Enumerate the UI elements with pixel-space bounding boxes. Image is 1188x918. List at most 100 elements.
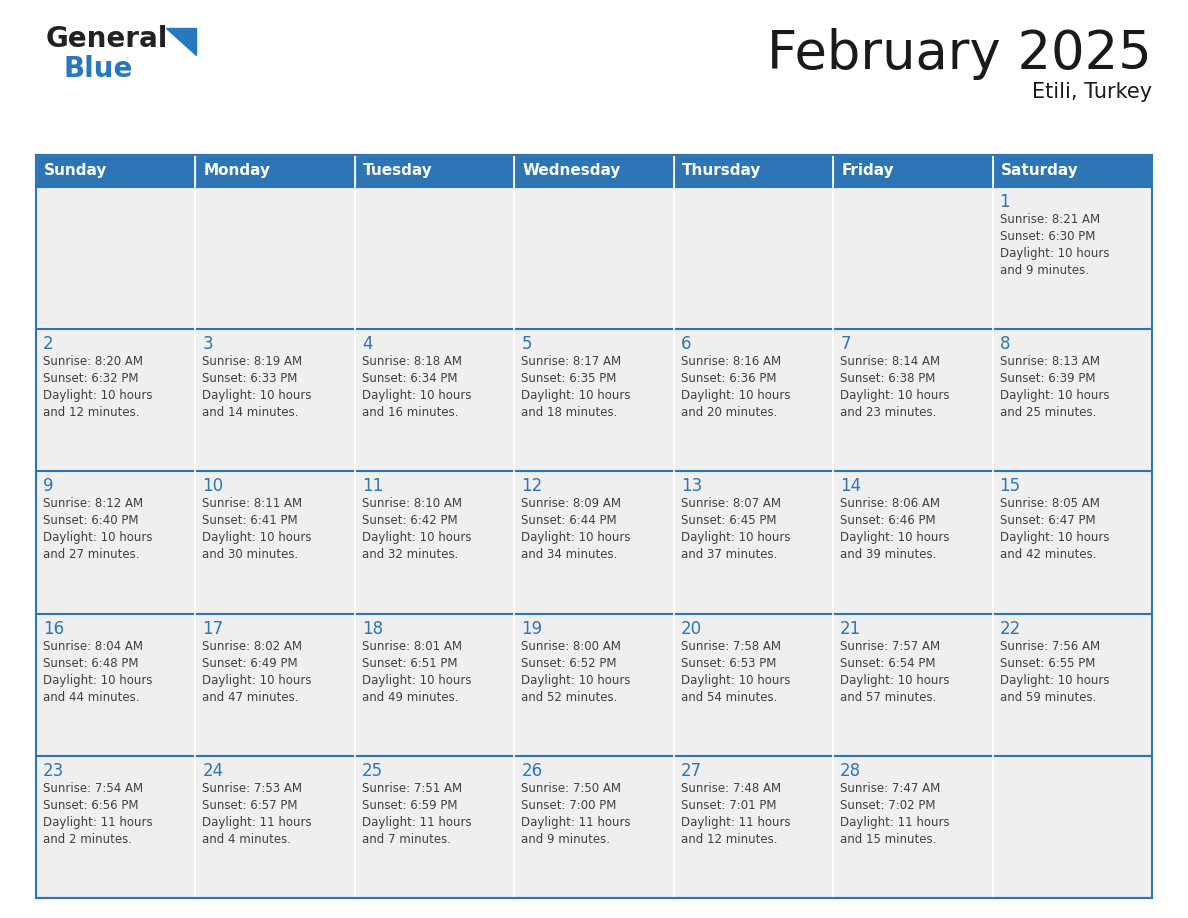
- Text: Sunset: 6:35 PM: Sunset: 6:35 PM: [522, 372, 617, 386]
- Text: Sunset: 6:56 PM: Sunset: 6:56 PM: [43, 799, 139, 812]
- Text: Daylight: 10 hours: Daylight: 10 hours: [840, 674, 949, 687]
- Text: Thursday: Thursday: [682, 163, 762, 178]
- Text: Daylight: 10 hours: Daylight: 10 hours: [43, 389, 152, 402]
- Text: Sunrise: 8:21 AM: Sunrise: 8:21 AM: [999, 213, 1100, 226]
- Text: Sunset: 7:02 PM: Sunset: 7:02 PM: [840, 799, 936, 812]
- Text: Daylight: 11 hours: Daylight: 11 hours: [681, 816, 790, 829]
- Text: Sunset: 6:48 PM: Sunset: 6:48 PM: [43, 656, 139, 669]
- Text: Sunrise: 8:12 AM: Sunrise: 8:12 AM: [43, 498, 143, 510]
- Text: and 47 minutes.: and 47 minutes.: [202, 690, 299, 703]
- Text: 10: 10: [202, 477, 223, 496]
- Text: Sunset: 6:54 PM: Sunset: 6:54 PM: [840, 656, 936, 669]
- Text: Daylight: 10 hours: Daylight: 10 hours: [202, 389, 312, 402]
- Text: Sunset: 6:39 PM: Sunset: 6:39 PM: [999, 372, 1095, 386]
- Text: 15: 15: [999, 477, 1020, 496]
- Bar: [674, 472, 833, 613]
- Text: Sunset: 6:49 PM: Sunset: 6:49 PM: [202, 656, 298, 669]
- Text: Daylight: 10 hours: Daylight: 10 hours: [840, 532, 949, 544]
- Text: 9: 9: [43, 477, 53, 496]
- Text: Daylight: 11 hours: Daylight: 11 hours: [840, 816, 949, 829]
- Text: and 37 minutes.: and 37 minutes.: [681, 548, 777, 562]
- Text: and 2 minutes.: and 2 minutes.: [43, 833, 132, 845]
- Text: Sunrise: 7:48 AM: Sunrise: 7:48 AM: [681, 782, 781, 795]
- Text: Sunset: 6:53 PM: Sunset: 6:53 PM: [681, 656, 776, 669]
- Text: 2: 2: [43, 335, 53, 353]
- Bar: [36, 155, 1152, 898]
- Text: Sunset: 6:36 PM: Sunset: 6:36 PM: [681, 372, 776, 386]
- Text: Sunset: 6:32 PM: Sunset: 6:32 PM: [43, 372, 139, 386]
- Text: Sunrise: 7:54 AM: Sunrise: 7:54 AM: [43, 782, 143, 795]
- Text: 12: 12: [522, 477, 543, 496]
- Text: and 30 minutes.: and 30 minutes.: [202, 548, 298, 562]
- Bar: [355, 472, 514, 613]
- Text: Sunrise: 7:53 AM: Sunrise: 7:53 AM: [202, 782, 303, 795]
- Text: and 15 minutes.: and 15 minutes.: [840, 833, 936, 845]
- Bar: [355, 756, 514, 898]
- Bar: [196, 155, 355, 187]
- Bar: [833, 756, 992, 898]
- Text: 7: 7: [840, 335, 851, 353]
- Text: Sunrise: 8:13 AM: Sunrise: 8:13 AM: [999, 355, 1100, 368]
- Text: and 25 minutes.: and 25 minutes.: [999, 406, 1097, 420]
- Text: 11: 11: [362, 477, 383, 496]
- Text: Sunrise: 8:14 AM: Sunrise: 8:14 AM: [840, 355, 940, 368]
- Text: Sunrise: 8:18 AM: Sunrise: 8:18 AM: [362, 355, 462, 368]
- Bar: [833, 187, 992, 330]
- Text: Sunset: 6:52 PM: Sunset: 6:52 PM: [522, 656, 617, 669]
- Text: Sunrise: 8:00 AM: Sunrise: 8:00 AM: [522, 640, 621, 653]
- Bar: [355, 330, 514, 472]
- Text: Blue: Blue: [64, 55, 133, 83]
- Text: and 42 minutes.: and 42 minutes.: [999, 548, 1097, 562]
- Text: Sunrise: 8:20 AM: Sunrise: 8:20 AM: [43, 355, 143, 368]
- Text: Daylight: 10 hours: Daylight: 10 hours: [522, 389, 631, 402]
- Text: Sunset: 6:40 PM: Sunset: 6:40 PM: [43, 514, 139, 528]
- Bar: [36, 756, 196, 898]
- Text: 6: 6: [681, 335, 691, 353]
- Bar: [833, 613, 992, 756]
- Text: and 18 minutes.: and 18 minutes.: [522, 406, 618, 420]
- Text: Daylight: 10 hours: Daylight: 10 hours: [362, 532, 472, 544]
- Text: and 12 minutes.: and 12 minutes.: [681, 833, 777, 845]
- Bar: [674, 330, 833, 472]
- Text: Sunrise: 8:06 AM: Sunrise: 8:06 AM: [840, 498, 940, 510]
- Bar: [355, 613, 514, 756]
- Text: Sunset: 6:41 PM: Sunset: 6:41 PM: [202, 514, 298, 528]
- Text: 14: 14: [840, 477, 861, 496]
- Bar: [36, 330, 196, 472]
- Text: Sunrise: 8:19 AM: Sunrise: 8:19 AM: [202, 355, 303, 368]
- Text: Sunrise: 8:16 AM: Sunrise: 8:16 AM: [681, 355, 781, 368]
- Text: and 39 minutes.: and 39 minutes.: [840, 548, 936, 562]
- Bar: [992, 472, 1152, 613]
- Text: 23: 23: [43, 762, 64, 779]
- Bar: [833, 472, 992, 613]
- Text: Friday: Friday: [841, 163, 893, 178]
- Text: Sunset: 6:51 PM: Sunset: 6:51 PM: [362, 656, 457, 669]
- Bar: [514, 472, 674, 613]
- Text: Daylight: 11 hours: Daylight: 11 hours: [362, 816, 472, 829]
- Text: 25: 25: [362, 762, 383, 779]
- Text: 13: 13: [681, 477, 702, 496]
- Bar: [36, 472, 196, 613]
- Text: Sunset: 6:38 PM: Sunset: 6:38 PM: [840, 372, 935, 386]
- Text: Daylight: 10 hours: Daylight: 10 hours: [681, 532, 790, 544]
- Text: Sunrise: 8:11 AM: Sunrise: 8:11 AM: [202, 498, 303, 510]
- Text: Daylight: 10 hours: Daylight: 10 hours: [681, 674, 790, 687]
- Text: 16: 16: [43, 620, 64, 638]
- Text: 28: 28: [840, 762, 861, 779]
- Text: and 9 minutes.: and 9 minutes.: [999, 264, 1088, 277]
- Bar: [196, 330, 355, 472]
- Bar: [514, 330, 674, 472]
- Text: Monday: Monday: [203, 163, 271, 178]
- Text: 4: 4: [362, 335, 372, 353]
- Text: and 14 minutes.: and 14 minutes.: [202, 406, 299, 420]
- Text: Sunset: 6:44 PM: Sunset: 6:44 PM: [522, 514, 617, 528]
- Bar: [196, 472, 355, 613]
- Bar: [355, 187, 514, 330]
- Text: 21: 21: [840, 620, 861, 638]
- Bar: [992, 756, 1152, 898]
- Text: Sunset: 6:42 PM: Sunset: 6:42 PM: [362, 514, 457, 528]
- Text: and 34 minutes.: and 34 minutes.: [522, 548, 618, 562]
- Text: Tuesday: Tuesday: [362, 163, 432, 178]
- Text: and 20 minutes.: and 20 minutes.: [681, 406, 777, 420]
- Text: 24: 24: [202, 762, 223, 779]
